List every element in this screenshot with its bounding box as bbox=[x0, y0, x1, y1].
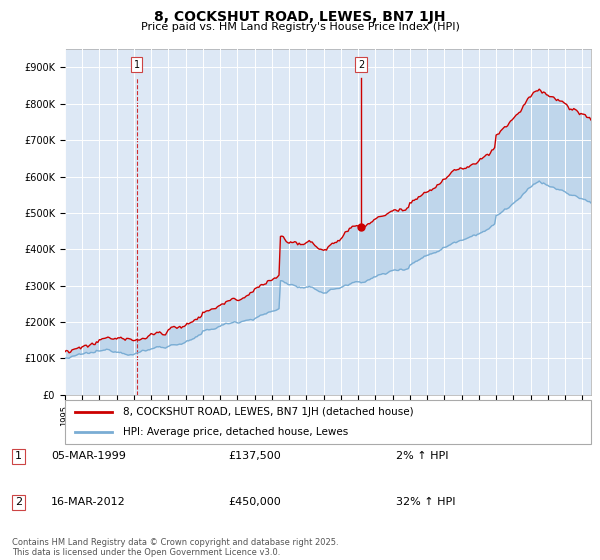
Text: Contains HM Land Registry data © Crown copyright and database right 2025.
This d: Contains HM Land Registry data © Crown c… bbox=[12, 538, 338, 557]
Text: £450,000: £450,000 bbox=[228, 497, 281, 507]
Text: 1: 1 bbox=[15, 451, 22, 461]
Text: 16-MAR-2012: 16-MAR-2012 bbox=[51, 497, 126, 507]
Text: 32% ↑ HPI: 32% ↑ HPI bbox=[396, 497, 455, 507]
Text: Price paid vs. HM Land Registry's House Price Index (HPI): Price paid vs. HM Land Registry's House … bbox=[140, 22, 460, 32]
Text: £137,500: £137,500 bbox=[228, 451, 281, 461]
Text: 1: 1 bbox=[134, 60, 140, 70]
Text: HPI: Average price, detached house, Lewes: HPI: Average price, detached house, Lewe… bbox=[122, 427, 348, 437]
Text: 2: 2 bbox=[358, 60, 364, 70]
Text: 2% ↑ HPI: 2% ↑ HPI bbox=[396, 451, 449, 461]
FancyBboxPatch shape bbox=[65, 400, 591, 444]
Text: 8, COCKSHUT ROAD, LEWES, BN7 1JH: 8, COCKSHUT ROAD, LEWES, BN7 1JH bbox=[154, 10, 446, 24]
Text: 05-MAR-1999: 05-MAR-1999 bbox=[51, 451, 126, 461]
Text: 2: 2 bbox=[15, 497, 22, 507]
Text: 8, COCKSHUT ROAD, LEWES, BN7 1JH (detached house): 8, COCKSHUT ROAD, LEWES, BN7 1JH (detach… bbox=[122, 407, 413, 417]
